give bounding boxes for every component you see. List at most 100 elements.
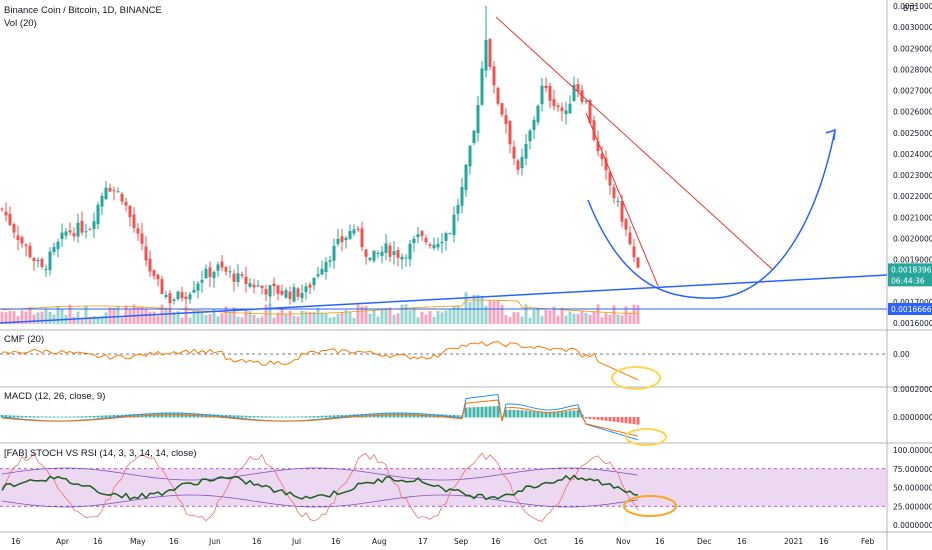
volume-bar: [232, 307, 236, 324]
price-unit-label: BTC: [903, 4, 918, 13]
volume-bar: [148, 311, 152, 324]
macd-histogram-bar: [472, 407, 476, 418]
volume-bar: [8, 311, 12, 324]
last-price-label: 0.0018396: [891, 265, 932, 274]
macd-histogram-bar: [592, 417, 596, 420]
volume-bar: [332, 316, 336, 324]
volume-bar: [428, 311, 432, 324]
macd-histogram-bar: [492, 406, 496, 418]
macd-histogram-bar: [276, 416, 280, 418]
macd-histogram-bar: [324, 415, 328, 418]
macd-histogram-bar: [296, 416, 300, 418]
macd-histogram-bar: [180, 413, 184, 418]
volume-ma-line: [1, 299, 639, 315]
candle-body: [72, 233, 76, 237]
macd-histogram-bar: [72, 416, 76, 418]
volume-bar: [380, 308, 384, 324]
candle-body: [64, 231, 68, 236]
macd-histogram-bar: [540, 412, 544, 418]
macd-histogram-bar: [516, 410, 520, 418]
x-tick-label: May: [130, 537, 146, 546]
candle-body: [316, 274, 320, 277]
candle-body: [256, 285, 260, 287]
candle-body: [96, 204, 100, 225]
volume-bar: [112, 307, 116, 324]
volume-bar: [352, 317, 356, 324]
candle-body: [248, 283, 252, 287]
cmf-tick-label: 0.00: [893, 350, 910, 359]
price-tick-label: 0.0016000: [893, 319, 932, 328]
candle-body: [56, 241, 60, 250]
candle-body: [220, 261, 224, 268]
volume-bar: [556, 315, 560, 324]
macd-histogram-bar: [560, 411, 564, 418]
volume-bar: [292, 315, 296, 324]
countdown-label: 06:44:36: [891, 276, 925, 285]
volume-bar: [228, 312, 232, 324]
macd-histogram-bar: [36, 416, 40, 418]
macd-histogram-bar: [464, 407, 468, 418]
candle-body: [412, 238, 416, 244]
volume-bar: [156, 315, 160, 324]
candle-body: [76, 222, 80, 237]
candle-body: [308, 284, 312, 288]
volume-bar: [216, 316, 220, 324]
macd-histogram-bar: [532, 411, 536, 418]
macd-histogram-bar: [328, 415, 332, 418]
candle-body: [252, 284, 256, 288]
candle-body: [496, 87, 500, 104]
volume-bar: [508, 317, 512, 324]
macd-histogram-bar: [336, 415, 340, 418]
candle-body: [504, 115, 508, 125]
bollinger-lower-line: [1, 494, 639, 508]
x-tick-label: 17: [418, 537, 428, 546]
candle-body: [208, 267, 212, 277]
candle-body: [160, 279, 164, 295]
volume-bar: [548, 310, 552, 324]
volume-bar: [608, 314, 612, 324]
volume-bar: [180, 317, 184, 324]
macd-histogram-bar: [316, 415, 320, 418]
macd-histogram-bar: [168, 413, 172, 418]
macd-histogram-bar: [584, 417, 588, 419]
candle-body: [552, 99, 556, 107]
price-tick-label: 0.0024000: [893, 150, 932, 159]
candle-body: [400, 256, 404, 260]
candle-body: [336, 238, 340, 245]
macd-histogram-bar: [44, 416, 48, 418]
macd-histogram-bar: [312, 416, 316, 418]
candle-body: [188, 294, 192, 300]
volume-bar: [120, 317, 124, 324]
volume-bar: [288, 310, 292, 324]
volume-bar: [92, 315, 96, 324]
macd-histogram-bar: [40, 416, 44, 418]
volume-bar: [524, 304, 528, 324]
macd-histogram-bar: [504, 409, 508, 418]
volume-bar: [168, 309, 172, 324]
x-tick-label: Aug: [372, 537, 387, 546]
candle-body: [44, 269, 48, 271]
macd-histogram-bar: [208, 414, 212, 418]
candle-body: [384, 243, 388, 253]
x-tick-label: 16: [655, 537, 665, 546]
macd-histogram-bar: [576, 410, 580, 418]
drawings: [0, 16, 888, 324]
volume-bar: [272, 317, 276, 324]
candle-body: [120, 194, 124, 202]
x-tick-label: Apr: [56, 537, 70, 546]
stoch-pane: [0, 452, 887, 522]
price-tick-label: 0.0030000: [893, 23, 932, 32]
candle-body: [484, 39, 488, 71]
stoch-tick-label: 75.0000000: [893, 465, 932, 474]
volume-bar: [336, 313, 340, 324]
projection-arrowhead: [825, 128, 836, 141]
candle-body: [296, 288, 300, 297]
candle-body: [604, 158, 608, 171]
axes: 0.0031000 0.0030000 0.0029000 0.0028000 0.00…: [11, 2, 932, 546]
macd-histogram-bar: [604, 417, 608, 421]
volume-bar: [60, 309, 64, 324]
volume-bar: [464, 292, 468, 324]
macd-histogram-bar: [520, 410, 524, 418]
